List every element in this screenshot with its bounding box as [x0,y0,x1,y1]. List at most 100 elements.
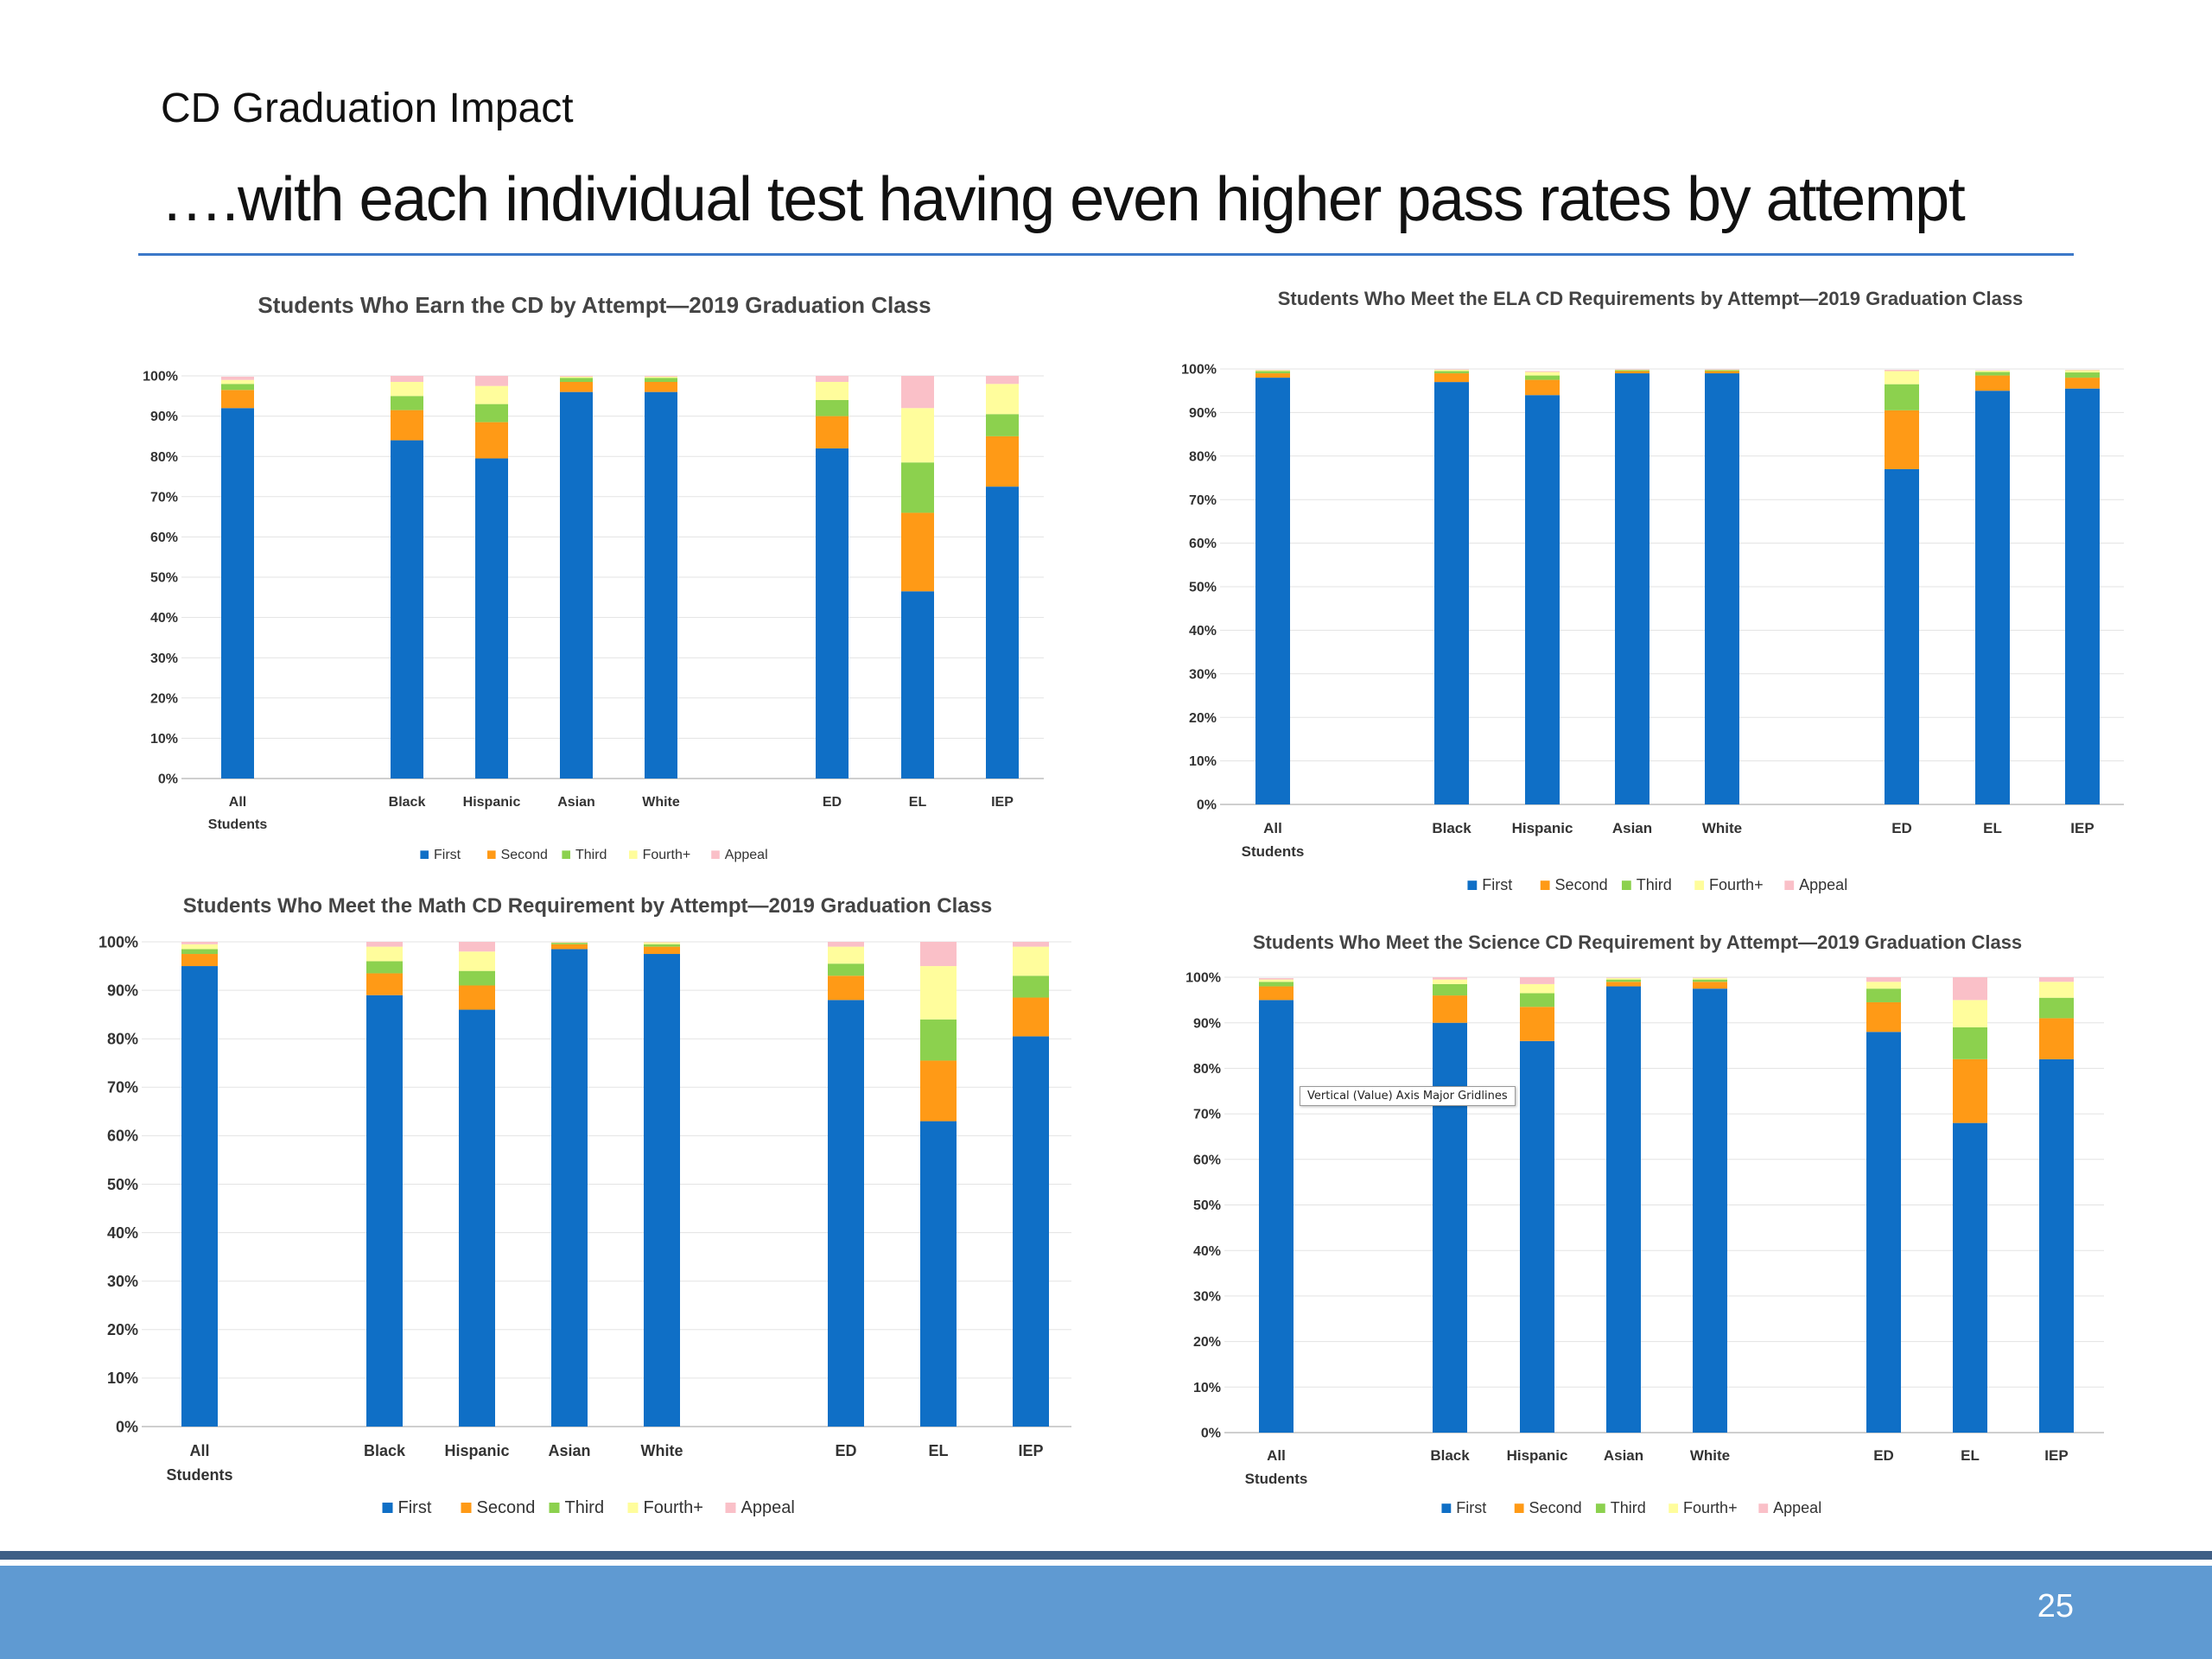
chart-4-bar-fourthplus [1693,978,1727,980]
chart-1-bar-second [645,381,677,392]
chart-1-bar-appeal [221,376,254,380]
chart-2-bar-second [1615,371,1649,374]
chart-1-bar-first [221,408,254,779]
chart-3-legend-swatch [725,1503,736,1513]
chart-2-y-tick-label: 80% [1189,449,1217,464]
page-number: 25 [2037,1588,2074,1624]
chart-1-bar-fourthplus [901,408,934,463]
chart-2-bar-fourthplus [1255,370,1290,372]
chart-4-bar-fourthplus [1606,978,1641,980]
chart-1-category-label: All [229,795,246,810]
chart-3-y-tick-label: 70% [107,1079,138,1096]
chart-3-category-label: All [189,1442,209,1459]
chart-1-bar-appeal [986,376,1019,385]
chart-2-bar-second [1705,371,1739,374]
chart-3-legend-label: Second [477,1498,536,1517]
chart-4-y-tick-label: 30% [1193,1290,1221,1305]
chart-4-bar-second [1693,982,1727,989]
chart-1-bar-appeal [901,376,934,409]
chart-3-bar-appeal [644,942,680,943]
chart-1-bar-first [560,391,593,779]
chart-2-bar-appeal [1975,370,2010,372]
chart-1-y-tick-label: 100% [143,370,178,385]
chart-1-bar-third [391,396,423,410]
chart-2-bar-fourthplus [1615,370,1649,371]
chart-1-bar-first [816,448,849,779]
chart-3-bar-appeal [459,942,495,952]
chart-1-legend-label: Third [575,848,607,862]
chart-4-bar-second [2039,1018,2074,1059]
chart-3-bar-first [920,1121,957,1427]
chart-4-bar-appeal [2039,977,2074,982]
chart-4-bar-first [1520,1040,1554,1433]
chart-4-bar-first [1693,988,1727,1433]
chart-1-bar-third [816,399,849,416]
chart-1-legend-label: Appeal [725,848,768,862]
chart-2-bar-second [1975,375,2010,391]
chart-3-bar-third [181,949,218,955]
chart-3-category-label: Black [364,1442,406,1459]
chart-1-category-label: Black [389,795,426,810]
chart-3-y-tick-label: 40% [107,1224,138,1242]
chart-2-legend-label: Second [1555,876,1608,893]
chart-4-y-tick-label: 70% [1193,1108,1221,1122]
chart-1-bar-third [475,404,508,423]
chart-4-legend-label: First [1456,1499,1486,1516]
chart-4-bar-second [1866,1001,1901,1033]
chart-1-bar-second [901,512,934,592]
chart-1-bar-fourthplus [221,379,254,385]
chart-1-legend-label: Fourth+ [643,848,691,862]
chart-4-bar-first [1866,1032,1901,1433]
chart-4-bar-second [1520,1007,1554,1041]
chart-4-bar-third [2039,997,2074,1019]
chart-4-bar-second [1953,1058,1987,1123]
chart-1-legend-swatch [487,850,496,859]
chart-2-bar-first [1615,373,1649,804]
chart-2-y-tick-label: 0% [1197,798,1217,813]
chart-4-bar-appeal [1693,977,1727,979]
chart-4-y-tick-label: 60% [1193,1153,1221,1167]
chart-4-bar-second [1259,986,1294,1001]
chart-2-bar-third [2065,372,2100,378]
chart-4-bar-second [1433,995,1467,1023]
chart-2-bar-appeal [1615,369,1649,371]
chart-3-bar-second [828,976,864,1001]
chart-3-bar-fourthplus [366,946,403,962]
chart-2-bar-fourthplus [1975,371,2010,372]
chart-1-bar-third [645,378,677,382]
chart-2-category-label: EL [1983,820,2002,836]
chart-1-bar-appeal [560,376,593,377]
chart-1-bar-appeal [475,376,508,386]
chart-3-bar-second [366,973,403,995]
chart-2-bar-first [1434,382,1469,804]
chart-3-y-tick-label: 100% [99,933,138,950]
chart-3-bar-fourthplus [459,951,495,971]
chart-1-title: Students Who Earn the CD by Attempt—2019… [257,292,931,318]
chart-4-category-label: Black [1430,1447,1470,1464]
chart-4-category-label: ED [1873,1447,1894,1464]
chart-3-title: Students Who Meet the Math CD Requiremen… [183,894,993,918]
chart-1-bar-third [560,378,593,382]
chart-2-bar-third [1525,375,1560,380]
chart-2-y-tick-label: 60% [1189,537,1217,551]
chart-3-legend-label: First [398,1498,432,1517]
chart-3-y-tick-label: 80% [107,1031,138,1048]
chart-4-legend-swatch [1514,1503,1524,1513]
chart-2-category-label: ED [1891,820,1912,836]
chart-2-title: Students Who Meet the ELA CD Requirement… [1278,288,2024,309]
chart-2-category-label: IEP [2070,820,2094,836]
chart-1-legend-label: First [434,848,461,862]
chart-2-bar-fourthplus [2065,370,2100,373]
chart-2-bar-first [1885,468,1919,804]
chart-1-y-tick-label: 30% [150,652,178,666]
chart-4-category-label: Students [1245,1471,1308,1487]
chart-2-bar-fourthplus [1885,371,1919,385]
chart-2-bar-first [2065,388,2100,804]
chart-2-bar-second [1255,373,1290,378]
chart-4-category-label: IEP [2044,1447,2068,1464]
chart-3-y-tick-label: 30% [107,1273,138,1290]
chart-2-y-tick-label: 10% [1189,754,1217,769]
chart-2-bar-first [1255,378,1290,804]
chart-3-bar-fourthplus [828,946,864,964]
chart-1-bar-appeal [391,376,423,382]
